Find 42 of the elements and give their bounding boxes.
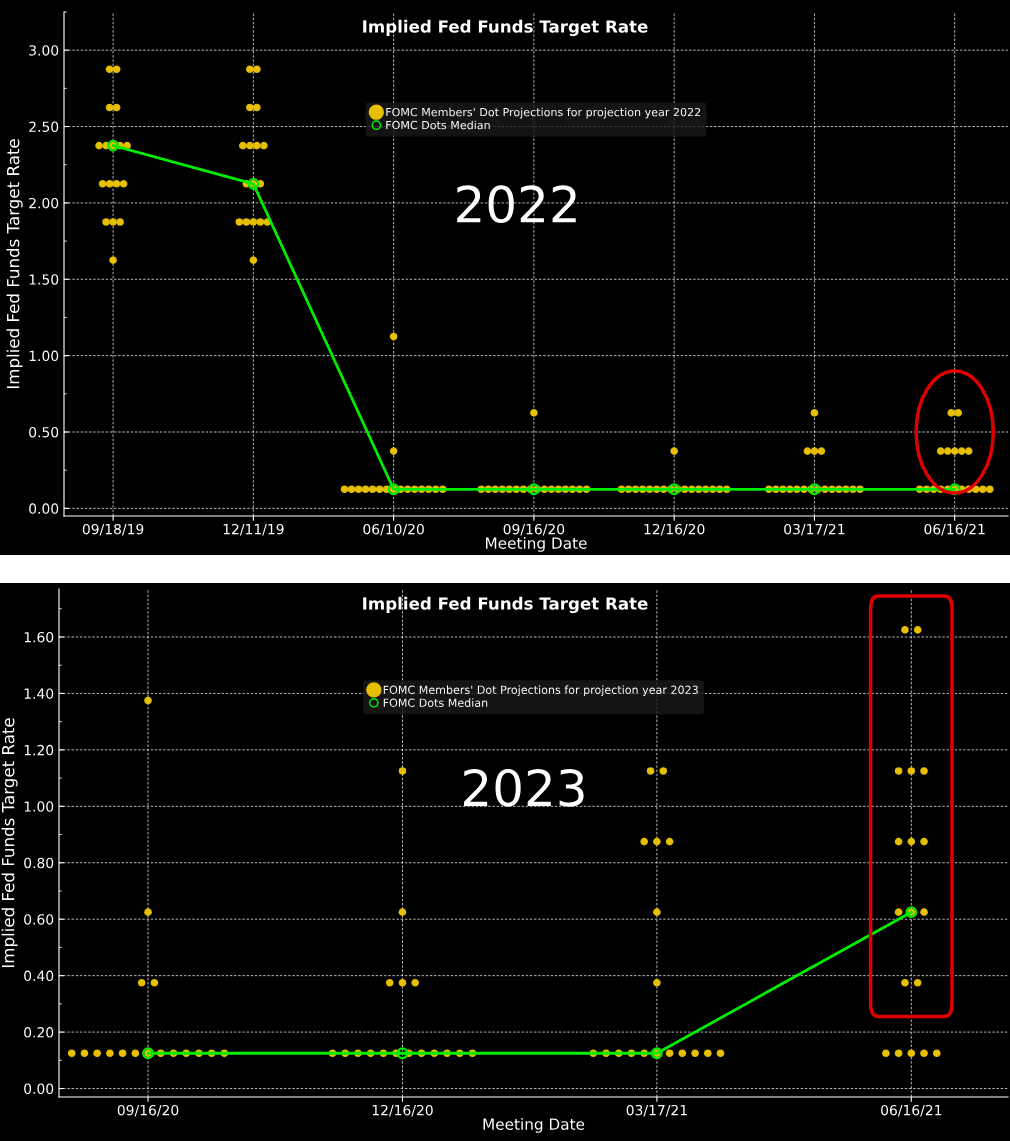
x-tick-label: 09/16/20: [503, 523, 565, 536]
x-tick-label: 03/17/21: [784, 523, 845, 536]
y-tick-label: 1.00: [29, 350, 59, 362]
y-axis-title: Implied Fed Funds Target Rate: [1, 718, 18, 968]
chart-title: Implied Fed Funds Target Rate: [363, 596, 648, 614]
point: [527, 483, 540, 496]
y-tick-label: 2.00: [29, 197, 59, 209]
point: [668, 483, 681, 496]
y-axis-title: Implied Fed Funds Target Rate: [6, 139, 23, 389]
y-tick-label: 2.50: [29, 121, 59, 133]
x-tick-label: 09/18/19: [82, 523, 144, 536]
x-axis-title: Meeting Date: [486, 537, 587, 552]
legend-label: FOMC Dots Median: [383, 698, 488, 707]
x-tick-label: 12/16/20: [644, 523, 705, 536]
x-axis-title: Meeting Date: [483, 1118, 585, 1133]
x-tick-label: 06/10/20: [363, 523, 424, 536]
y-tick-label: 0.80: [24, 857, 54, 869]
y-tick-label: 0.50: [29, 426, 59, 438]
legend-label: FOMC Members' Dot Projections for projection year 2022: [386, 107, 701, 119]
y-tick-label: 0.00: [24, 1083, 54, 1095]
chart-title: Implied Fed Funds Target Rate: [363, 19, 648, 37]
y-tick-label: 1.60: [24, 631, 54, 643]
x-tick-label: 12/16/20: [372, 1104, 433, 1117]
y-tick-label: 1.50: [29, 274, 59, 285]
annotation: 2022: [457, 185, 576, 224]
y-tick-label: 0.20: [24, 1027, 54, 1038]
point: [808, 483, 821, 496]
legend-label: FOMC Members' Dot Projections for projection year 2023: [383, 685, 698, 697]
y-tick-label: 1.40: [24, 688, 54, 699]
y-tick-label: 0.60: [24, 914, 54, 925]
y-tick-label: 0.00: [29, 503, 59, 514]
y-tick-label: 1.00: [24, 801, 54, 812]
x-tick-label: 06/16/21: [924, 523, 985, 536]
y-tick-label: 3.00: [29, 45, 59, 56]
x-tick-label: 03/17/21: [626, 1104, 687, 1117]
x-tick-label: 09/16/20: [117, 1104, 179, 1117]
y-tick-label: 1.20: [24, 744, 54, 756]
y-tick-label: 0.40: [24, 970, 54, 982]
x-tick-label: 06/16/21: [881, 1104, 942, 1117]
legend-label: FOMC Dots Median: [386, 120, 490, 130]
x-tick-label: 12/11/19: [223, 523, 284, 536]
annotation: 2023: [464, 768, 584, 807]
